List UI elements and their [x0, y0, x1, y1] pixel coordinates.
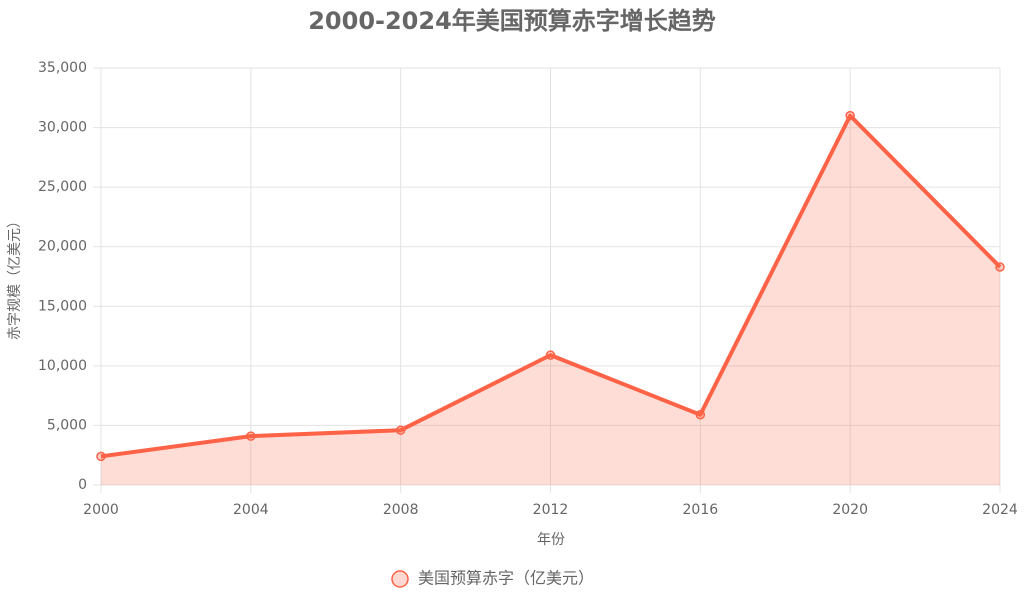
y-tick-label: 35,000 [38, 60, 87, 76]
x-axis-label: 年份 [537, 532, 565, 548]
point [995, 262, 1005, 272]
area [101, 115, 1000, 486]
legend-label: 美国预算赤字（亿美元） [418, 569, 594, 588]
x-tick-label: 2016 [683, 502, 719, 518]
legend-marker [391, 570, 409, 588]
y-tick-label: 20,000 [38, 239, 87, 255]
y-tick-label: 30,000 [38, 120, 87, 136]
line [100, 113, 1002, 459]
point [395, 425, 406, 435]
x-tick-label: 2004 [233, 502, 269, 518]
x-tick-label: 2008 [383, 502, 419, 518]
point [695, 409, 706, 420]
point [96, 451, 106, 462]
y-axis-label: 赤字规模（亿美元） [7, 214, 23, 340]
x-tick-label: 2024 [982, 502, 1018, 518]
y-tick-label: 0 [78, 477, 87, 493]
y-tick-label: 10,000 [38, 358, 87, 374]
x-tick-label: 2020 [832, 502, 868, 518]
point [845, 110, 855, 121]
x-tick-label: 2000 [83, 502, 119, 518]
y-tick-label: 15,000 [38, 298, 87, 314]
y-tick-label: 25,000 [38, 179, 87, 195]
x-tick-label: 2012 [533, 502, 569, 518]
point [246, 431, 256, 441]
y-tick-label: 5,000 [47, 417, 87, 433]
chart-title: 2000-2024年美国预算赤字增长趋势 [308, 7, 716, 35]
point [545, 350, 556, 360]
